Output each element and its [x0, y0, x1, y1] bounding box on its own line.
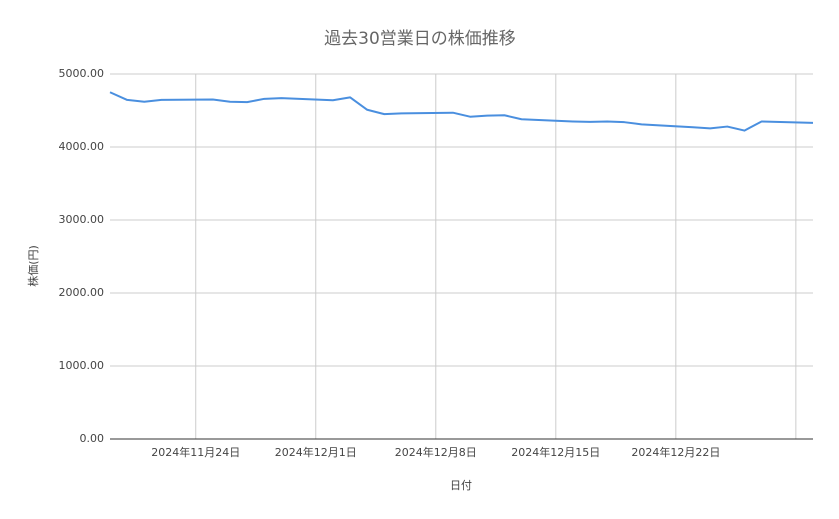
- y-tick-label: 2000.00: [59, 286, 105, 299]
- data-line: [109, 91, 814, 132]
- y-tick-label: 0.00: [80, 432, 105, 445]
- y-axis-title: 株価(円): [26, 245, 40, 287]
- y-tick-label: 3000.00: [59, 213, 105, 226]
- y-tick-label: 5000.00: [59, 67, 105, 80]
- x-tick-label: 2024年12月15日: [511, 445, 600, 459]
- x-axis-title: 日付: [450, 479, 472, 492]
- x-tick-label: 2024年11月24日: [151, 445, 240, 459]
- y-tick-label: 1000.00: [59, 359, 105, 372]
- y-tick-label: 4000.00: [59, 140, 105, 153]
- x-tick-label: 2024年12月22日: [631, 445, 720, 459]
- chart-title: 過去30営業日の株価推移: [324, 29, 516, 49]
- x-tick-label: 2024年12月1日: [275, 445, 357, 459]
- x-tick-label: 2024年12月8日: [395, 445, 477, 459]
